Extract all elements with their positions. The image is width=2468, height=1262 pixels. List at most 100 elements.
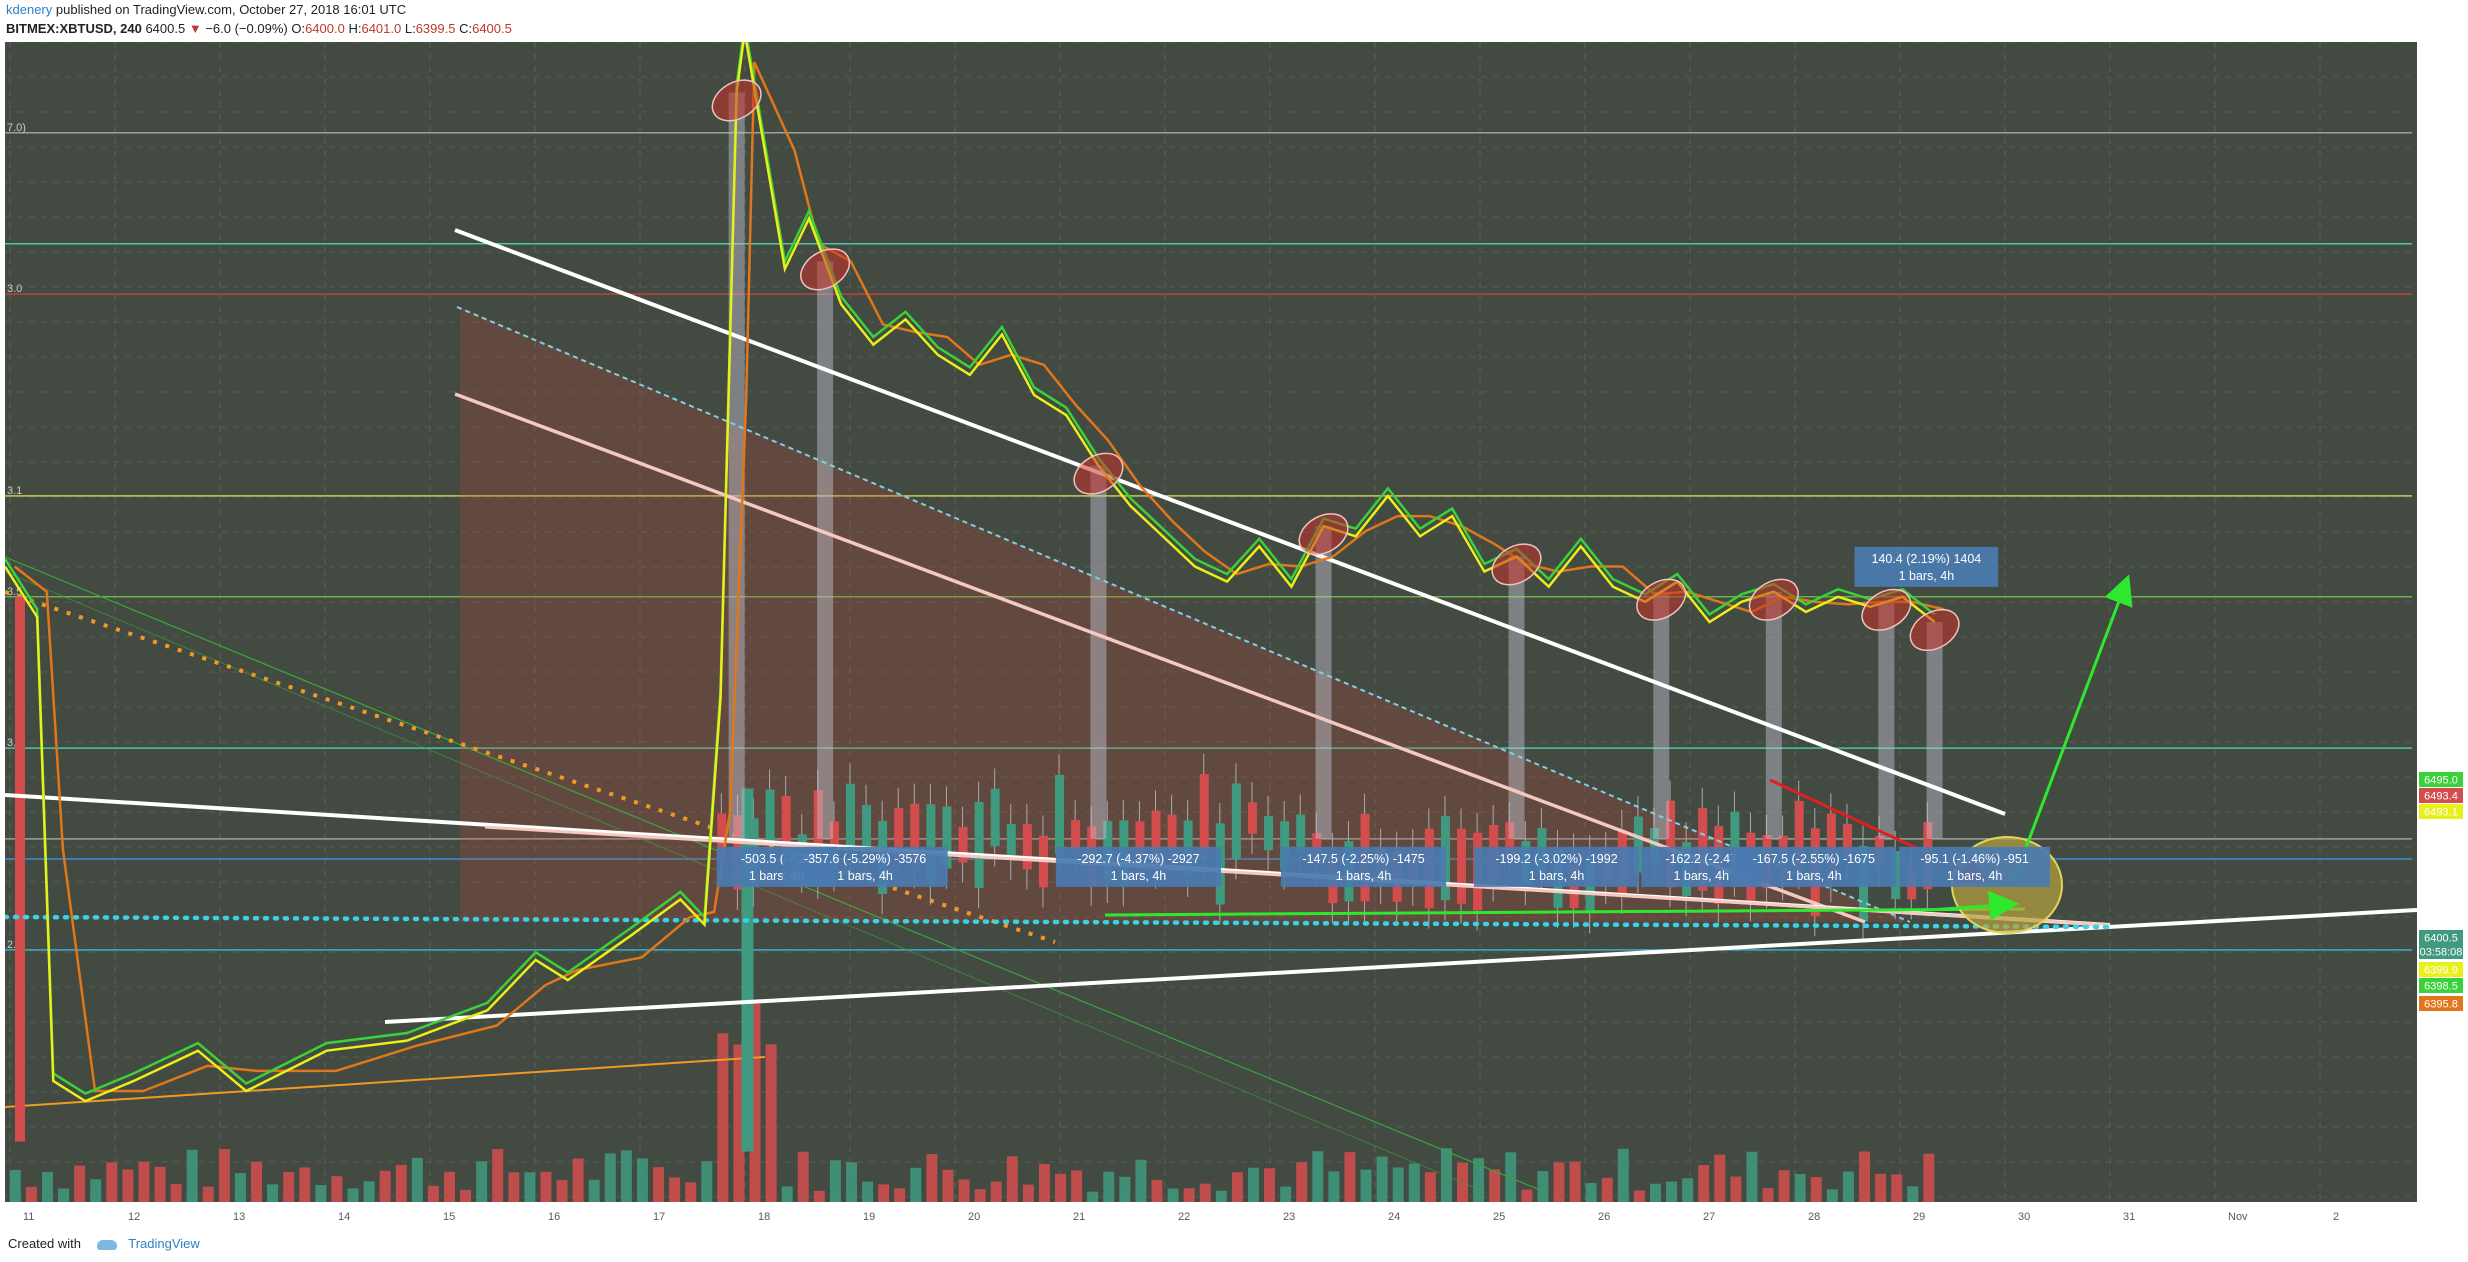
price-tag-text: 6395.8 — [2424, 999, 2458, 1011]
price-scale-tag: 6395.8 — [2419, 996, 2463, 1011]
measure-label[interactable]: 140.4 (2.19%) 1404 1 bars, 4h — [1854, 546, 1999, 587]
volume-bar — [1135, 1159, 1147, 1202]
price-scale-tag: 6493.1 — [2419, 804, 2463, 819]
price-tag-text: 6495.0 — [2424, 775, 2458, 787]
touch-ellipse — [1909, 608, 1960, 652]
measure-bars-text: 1 bars, 4h — [1786, 869, 1842, 883]
volume-bar — [186, 1149, 198, 1202]
volume-bar — [299, 1167, 311, 1202]
volume-bar — [508, 1172, 520, 1202]
x-tick-label: 28 — [1808, 1211, 1820, 1223]
candle-body — [974, 801, 984, 889]
volume-bar — [524, 1172, 536, 1202]
high-value: 6401.0 — [361, 21, 402, 36]
orange-dotted-trendline[interactable] — [5, 590, 1056, 944]
rising-support-line[interactable] — [384, 908, 2418, 1024]
volume-bar — [1666, 1181, 1678, 1202]
measure-bars-text: 1 bars, 4h — [1947, 869, 2003, 883]
volume-bar — [556, 1180, 568, 1202]
volume-bar — [1038, 1163, 1050, 1202]
low-label: L: — [404, 21, 416, 36]
price-chart[interactable]: 7.0)3.03.13.53.42.0 -503.5 (-7.281 bars,… — [5, 42, 2465, 1244]
x-tick-label: 16 — [548, 1211, 560, 1223]
measure-label[interactable]: -357.6 (-5.29%) -3576 1 bars, 4h — [782, 846, 948, 887]
author-link[interactable]: kdenery — [6, 2, 53, 17]
cyan-dotted-support[interactable] — [5, 914, 2113, 930]
measure-bars-text: 1 bars, 4h — [1899, 569, 1955, 583]
volume-bar — [315, 1185, 327, 1202]
measure-label-box — [1055, 846, 1222, 887]
measure-label[interactable]: -147.5 (-2.25%) -1475 1 bars, 4h — [1280, 846, 1447, 887]
x-tick-label: 2 — [2333, 1211, 2339, 1223]
x-tick-label: 27 — [1703, 1211, 1715, 1223]
tradingview-link[interactable]: TradingView — [128, 1236, 200, 1251]
measure-label[interactable]: -292.7 (-4.37%) -2927 1 bars, 4h — [1055, 846, 1222, 887]
tradingview-logo-icon — [96, 1239, 117, 1250]
measure-label[interactable]: -167.5 (-2.55%) -1675 1 bars, 4h — [1731, 846, 1897, 887]
candle-body — [1505, 822, 1515, 859]
level-label: 3.0 — [7, 283, 22, 295]
candle-body — [813, 790, 823, 879]
green-small-arrow[interactable] — [1929, 890, 2019, 921]
volume-bar — [1183, 1188, 1195, 1202]
volume-bar — [878, 1184, 890, 1202]
volume-bar — [1022, 1184, 1034, 1202]
volume-bar — [1859, 1151, 1871, 1202]
volume-bar — [1762, 1188, 1774, 1202]
close-label: C: — [459, 21, 473, 36]
inner-descending-line[interactable] — [454, 392, 1866, 924]
volume-bar — [122, 1169, 134, 1202]
chart-area[interactable]: 7.0) 3.0 3.1 3.5 3.4 2.0 -503.5 (-7.28 1 bars,… — [5, 42, 2465, 1244]
measure-pillar — [728, 92, 745, 839]
candle-body — [1135, 821, 1145, 858]
measure-label[interactable]: -199.2 (-3.02%) -1992 1 bars, 4h — [1473, 846, 1640, 887]
touch-ellipse — [1298, 513, 1349, 556]
price-scale-background — [2417, 42, 2465, 1244]
volume-bar — [1376, 1156, 1388, 1202]
measure-value-text: -162.2 (-2.47 — [1665, 852, 1737, 866]
measure-label-box — [1473, 846, 1640, 887]
candle-body — [1457, 828, 1467, 904]
volume-bar — [1055, 1173, 1067, 1202]
x-tick-label: 26 — [1598, 1211, 1610, 1223]
volume-bar — [1280, 1186, 1292, 1202]
price-tag-text: 6398.5 — [2424, 981, 2458, 993]
volume-bar — [1296, 1162, 1308, 1202]
price-tag-text: 03:58:08 — [2420, 947, 2463, 959]
volume-bar — [1424, 1172, 1436, 1202]
volume-bar — [1006, 1156, 1018, 1202]
touch-ellipse — [711, 79, 762, 122]
volume-bar — [540, 1171, 552, 1202]
created-with-text: Created with — [8, 1236, 81, 1251]
measure-bars-text: 1 bars, 4h — [837, 869, 893, 883]
cyan-dotted-trendline[interactable] — [456, 306, 1911, 923]
level-label: 7.0) — [7, 122, 26, 134]
green-projection-base[interactable] — [1104, 907, 2026, 917]
volume-bar — [974, 1189, 986, 1202]
volume-bar — [781, 1186, 793, 1202]
measure-label-box — [782, 846, 948, 887]
candle-body — [765, 789, 775, 843]
upper-resistance-line[interactable] — [454, 228, 2006, 816]
price-tag-bg — [2419, 788, 2463, 803]
x-tick-label: 17 — [653, 1211, 665, 1223]
high-label: H: — [348, 21, 362, 36]
volume-bar — [1585, 1182, 1597, 1202]
candle-body — [781, 796, 791, 852]
x-tick-label: 30 — [2018, 1211, 2030, 1223]
price-tag-bg — [2419, 804, 2463, 819]
candle-body — [1151, 810, 1161, 869]
green-breakout-arrow[interactable] — [2011, 574, 2133, 883]
price-tag-text: 6493.1 — [2424, 807, 2458, 819]
volume-bar — [1103, 1171, 1115, 1202]
volume-bar — [1553, 1162, 1565, 1202]
measure-label-box — [1854, 546, 1999, 587]
x-tick-label: 29 — [1913, 1211, 1925, 1223]
orange-support-line[interactable] — [5, 1056, 766, 1108]
price-tag-bg — [2419, 996, 2463, 1011]
measure-label[interactable]: -95.1 (-1.46%) -951 1 bars, 4h — [1899, 846, 2050, 887]
footer: Created with TradingView — [8, 1236, 200, 1251]
volume-bar — [411, 1157, 423, 1202]
measure-pillar — [1653, 591, 1670, 839]
price-scale-tag: 6398.5 — [2419, 978, 2463, 993]
